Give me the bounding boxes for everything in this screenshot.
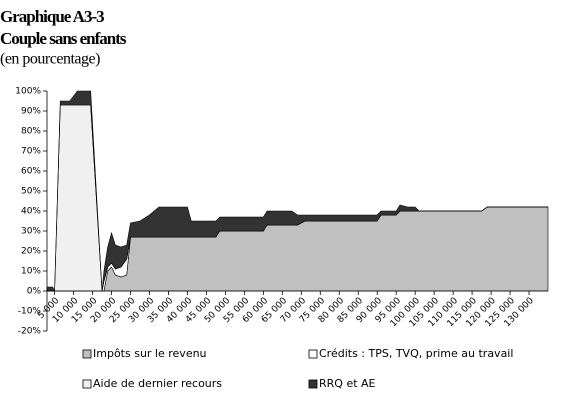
- chart-subtitle: Couple sans enfants: [0, 29, 127, 48]
- y-tick-label: -10%: [18, 307, 42, 317]
- legend-swatch: [308, 349, 318, 359]
- y-tick-label: 20%: [21, 247, 41, 257]
- y-tick-label: 80%: [21, 127, 41, 137]
- y-tick-label: 90%: [21, 107, 41, 117]
- y-tick-label: 70%: [21, 147, 41, 157]
- legend-label: Impôts sur le revenu: [93, 347, 207, 360]
- y-tick-label: 30%: [21, 227, 41, 237]
- legend-swatch: [82, 349, 92, 359]
- area: [46, 90, 548, 292]
- y-tick-label: 50%: [21, 187, 41, 197]
- legend-label: Crédits : TPS, TVQ, prime au travail: [319, 347, 513, 360]
- y-tick-label: 100%: [15, 87, 41, 97]
- legend-swatch: [82, 379, 92, 389]
- y-tick-label: 10%: [21, 267, 41, 277]
- chart-title: Graphique A3-3: [0, 7, 104, 26]
- y-tick-label: -20%: [18, 327, 42, 337]
- legend-label: Aide de dernier recours: [93, 377, 222, 390]
- y-tick-label: 40%: [21, 207, 41, 217]
- y-tick-label: 60%: [21, 167, 41, 177]
- legend-label: RRQ et AE: [319, 377, 376, 390]
- legend-swatch: [308, 379, 318, 389]
- y-tick-label: 0%: [27, 287, 42, 297]
- chart-note: (en pourcentage): [0, 51, 100, 68]
